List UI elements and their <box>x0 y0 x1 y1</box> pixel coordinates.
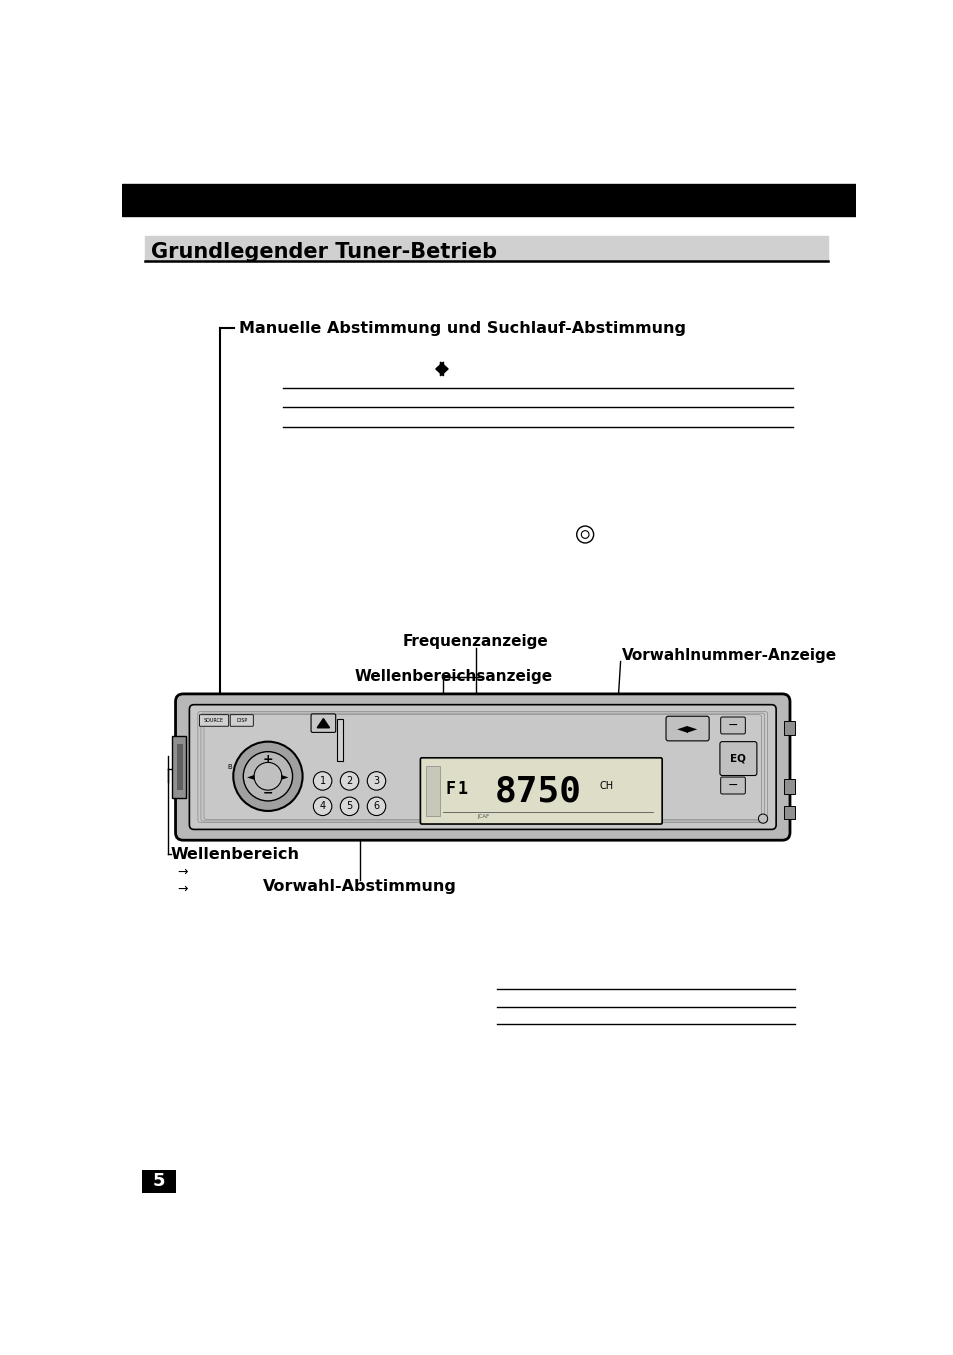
Bar <box>121 184 856 217</box>
Bar <box>145 236 827 262</box>
Text: DISP: DISP <box>236 718 247 724</box>
Text: −: − <box>262 787 273 799</box>
Text: CH: CH <box>598 780 613 790</box>
Text: EQ: EQ <box>730 753 745 764</box>
Bar <box>783 779 794 794</box>
Text: Wellenbereichsanzeige: Wellenbereichsanzeige <box>354 669 552 684</box>
Text: 2: 2 <box>346 776 353 786</box>
FancyBboxPatch shape <box>311 714 335 733</box>
Circle shape <box>758 814 767 824</box>
Text: +: + <box>262 753 273 766</box>
Circle shape <box>253 763 281 790</box>
Bar <box>783 806 794 820</box>
Text: ►: ► <box>281 771 289 782</box>
Circle shape <box>233 741 302 810</box>
Bar <box>177 744 183 790</box>
Text: Frequenzanzeige: Frequenzanzeige <box>402 634 548 649</box>
FancyBboxPatch shape <box>199 714 229 726</box>
Text: Wellenbereich: Wellenbereich <box>171 847 299 862</box>
Text: SOURCE: SOURCE <box>204 718 224 724</box>
FancyBboxPatch shape <box>420 757 661 824</box>
FancyBboxPatch shape <box>230 714 253 726</box>
FancyBboxPatch shape <box>720 741 756 775</box>
Text: JCAF: JCAF <box>476 814 489 818</box>
Text: 5: 5 <box>346 801 353 812</box>
Text: ◄: ◄ <box>247 771 254 782</box>
Circle shape <box>313 771 332 790</box>
FancyBboxPatch shape <box>190 705 776 829</box>
Text: Vorwahlnummer-Anzeige: Vorwahlnummer-Anzeige <box>621 648 837 663</box>
Text: B: B <box>227 764 232 770</box>
Text: 5: 5 <box>152 1172 166 1190</box>
Text: −: − <box>727 779 738 793</box>
Text: →: → <box>177 882 188 896</box>
Circle shape <box>367 797 385 816</box>
Circle shape <box>313 797 332 816</box>
Circle shape <box>340 797 358 816</box>
FancyBboxPatch shape <box>720 717 744 734</box>
Polygon shape <box>317 718 329 728</box>
Text: F: F <box>444 779 455 798</box>
Text: Vorwahl-Abstimmung: Vorwahl-Abstimmung <box>263 879 456 894</box>
FancyBboxPatch shape <box>175 694 789 840</box>
Text: 8750: 8750 <box>495 775 581 809</box>
Text: ◄►: ◄► <box>677 722 698 736</box>
Bar <box>336 718 343 762</box>
Circle shape <box>367 771 385 790</box>
Text: −: − <box>727 720 738 732</box>
Text: 1: 1 <box>456 779 467 798</box>
Bar <box>172 736 186 798</box>
Bar <box>425 766 439 816</box>
Text: 6: 6 <box>373 801 379 812</box>
Bar <box>142 1169 176 1192</box>
Text: Manuelle Abstimmung und Suchlauf-Abstimmung: Manuelle Abstimmung und Suchlauf-Abstimm… <box>238 321 685 336</box>
Circle shape <box>243 752 293 801</box>
Polygon shape <box>440 362 448 375</box>
FancyBboxPatch shape <box>665 717 708 741</box>
Polygon shape <box>436 362 443 375</box>
Text: 1: 1 <box>319 776 325 786</box>
Text: 3: 3 <box>373 776 379 786</box>
Bar <box>783 721 794 734</box>
Text: →: → <box>177 866 188 879</box>
Text: Grundlegender Tuner-Betrieb: Grundlegender Tuner-Betrieb <box>151 243 497 262</box>
Text: 4: 4 <box>319 801 325 812</box>
FancyBboxPatch shape <box>720 776 744 794</box>
Circle shape <box>340 771 358 790</box>
